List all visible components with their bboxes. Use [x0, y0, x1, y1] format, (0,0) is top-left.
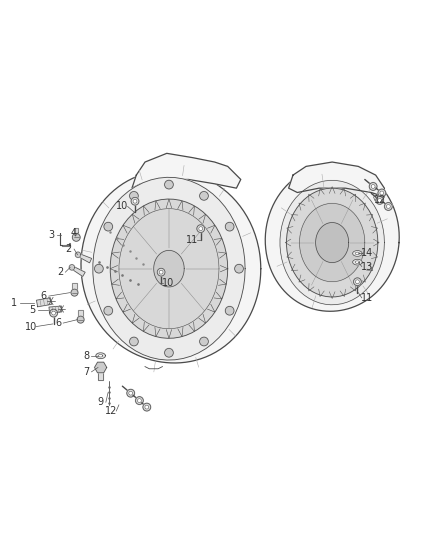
Polygon shape — [49, 306, 62, 313]
Text: 12: 12 — [105, 406, 117, 416]
Polygon shape — [355, 252, 360, 255]
Polygon shape — [132, 154, 241, 188]
Circle shape — [77, 316, 84, 323]
Polygon shape — [93, 177, 245, 360]
Text: 10: 10 — [25, 321, 37, 332]
Circle shape — [225, 222, 234, 231]
Polygon shape — [78, 253, 92, 263]
Text: 4: 4 — [70, 228, 76, 238]
Circle shape — [197, 225, 205, 232]
Circle shape — [165, 180, 173, 189]
Polygon shape — [353, 251, 362, 256]
Polygon shape — [69, 264, 74, 270]
Text: 12: 12 — [374, 196, 386, 205]
Circle shape — [72, 233, 80, 241]
Circle shape — [49, 309, 57, 317]
Circle shape — [71, 289, 78, 296]
Circle shape — [165, 349, 173, 357]
Polygon shape — [355, 261, 360, 263]
Circle shape — [371, 184, 375, 188]
Text: 13: 13 — [361, 262, 373, 271]
Circle shape — [235, 264, 244, 273]
Circle shape — [129, 391, 133, 395]
Circle shape — [138, 399, 141, 402]
Circle shape — [353, 278, 361, 286]
Circle shape — [225, 306, 234, 315]
Circle shape — [143, 403, 151, 411]
Polygon shape — [286, 188, 378, 297]
Text: 9: 9 — [98, 397, 104, 407]
Text: 10: 10 — [116, 201, 128, 212]
Text: 1: 1 — [11, 298, 18, 309]
Circle shape — [386, 205, 390, 208]
Polygon shape — [60, 233, 70, 246]
Circle shape — [133, 199, 137, 203]
Circle shape — [376, 197, 384, 204]
Polygon shape — [78, 310, 83, 320]
Polygon shape — [72, 283, 77, 293]
Circle shape — [199, 227, 203, 231]
Polygon shape — [280, 180, 385, 305]
Circle shape — [95, 264, 103, 273]
Circle shape — [200, 191, 208, 200]
Polygon shape — [110, 199, 228, 338]
Circle shape — [127, 389, 134, 397]
Text: 3: 3 — [48, 230, 54, 240]
Circle shape — [52, 311, 56, 315]
Polygon shape — [353, 259, 362, 265]
Text: 7: 7 — [83, 367, 89, 377]
Polygon shape — [95, 362, 107, 373]
Polygon shape — [99, 354, 103, 357]
Circle shape — [131, 197, 139, 205]
Circle shape — [130, 191, 138, 200]
Circle shape — [157, 268, 165, 276]
Circle shape — [104, 222, 113, 231]
Circle shape — [356, 280, 359, 284]
Text: 6: 6 — [41, 291, 47, 301]
Circle shape — [380, 191, 384, 195]
Circle shape — [159, 270, 163, 274]
Polygon shape — [265, 165, 399, 311]
Text: 11: 11 — [361, 293, 373, 303]
Circle shape — [200, 337, 208, 346]
Polygon shape — [36, 298, 52, 307]
Circle shape — [385, 203, 392, 211]
Text: 2: 2 — [57, 267, 63, 277]
Text: 10: 10 — [162, 278, 174, 288]
Circle shape — [104, 306, 113, 315]
Text: 8: 8 — [83, 351, 89, 361]
Circle shape — [378, 189, 386, 197]
Polygon shape — [289, 162, 385, 197]
Circle shape — [130, 337, 138, 346]
Text: 6: 6 — [55, 318, 61, 328]
Circle shape — [145, 405, 149, 409]
Polygon shape — [74, 228, 78, 237]
Polygon shape — [154, 251, 184, 287]
Text: 14: 14 — [361, 248, 373, 259]
Circle shape — [369, 182, 377, 190]
Polygon shape — [316, 223, 349, 263]
Polygon shape — [81, 170, 261, 363]
Polygon shape — [98, 367, 103, 379]
Polygon shape — [71, 266, 85, 277]
Polygon shape — [96, 353, 106, 359]
Polygon shape — [300, 204, 365, 282]
Text: 5: 5 — [30, 305, 36, 315]
Circle shape — [378, 198, 381, 203]
Circle shape — [135, 397, 143, 405]
Text: 11: 11 — [186, 235, 198, 245]
Text: 2: 2 — [66, 244, 72, 254]
Polygon shape — [75, 252, 81, 257]
